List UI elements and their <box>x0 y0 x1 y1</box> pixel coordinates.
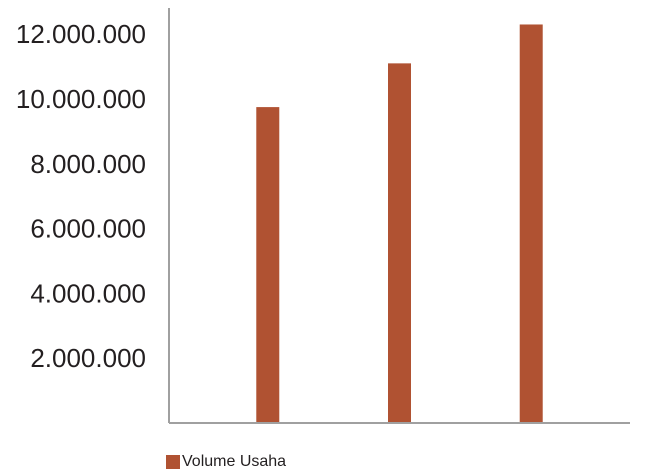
y-tick-label: 12.000.000 <box>16 19 146 49</box>
legend: Volume Usaha <box>166 452 286 472</box>
y-axis-tick-labels: 2.000.000 4.000.000 6.000.000 8.000.000 10.0… <box>16 19 146 373</box>
bar <box>256 107 280 423</box>
bar-series <box>256 24 543 424</box>
y-tick-label: 2.000.000 <box>30 343 146 373</box>
bar <box>519 24 543 423</box>
legend-swatch <box>166 455 180 469</box>
y-tick-label: 8.000.000 <box>30 149 146 179</box>
y-tick-label: 10.000.000 <box>16 84 146 114</box>
bar <box>388 63 411 424</box>
legend-label: Volume Usaha <box>182 453 287 470</box>
y-tick-label: 6.000.000 <box>30 214 146 244</box>
y-tick-label: 4.000.000 <box>30 278 146 308</box>
